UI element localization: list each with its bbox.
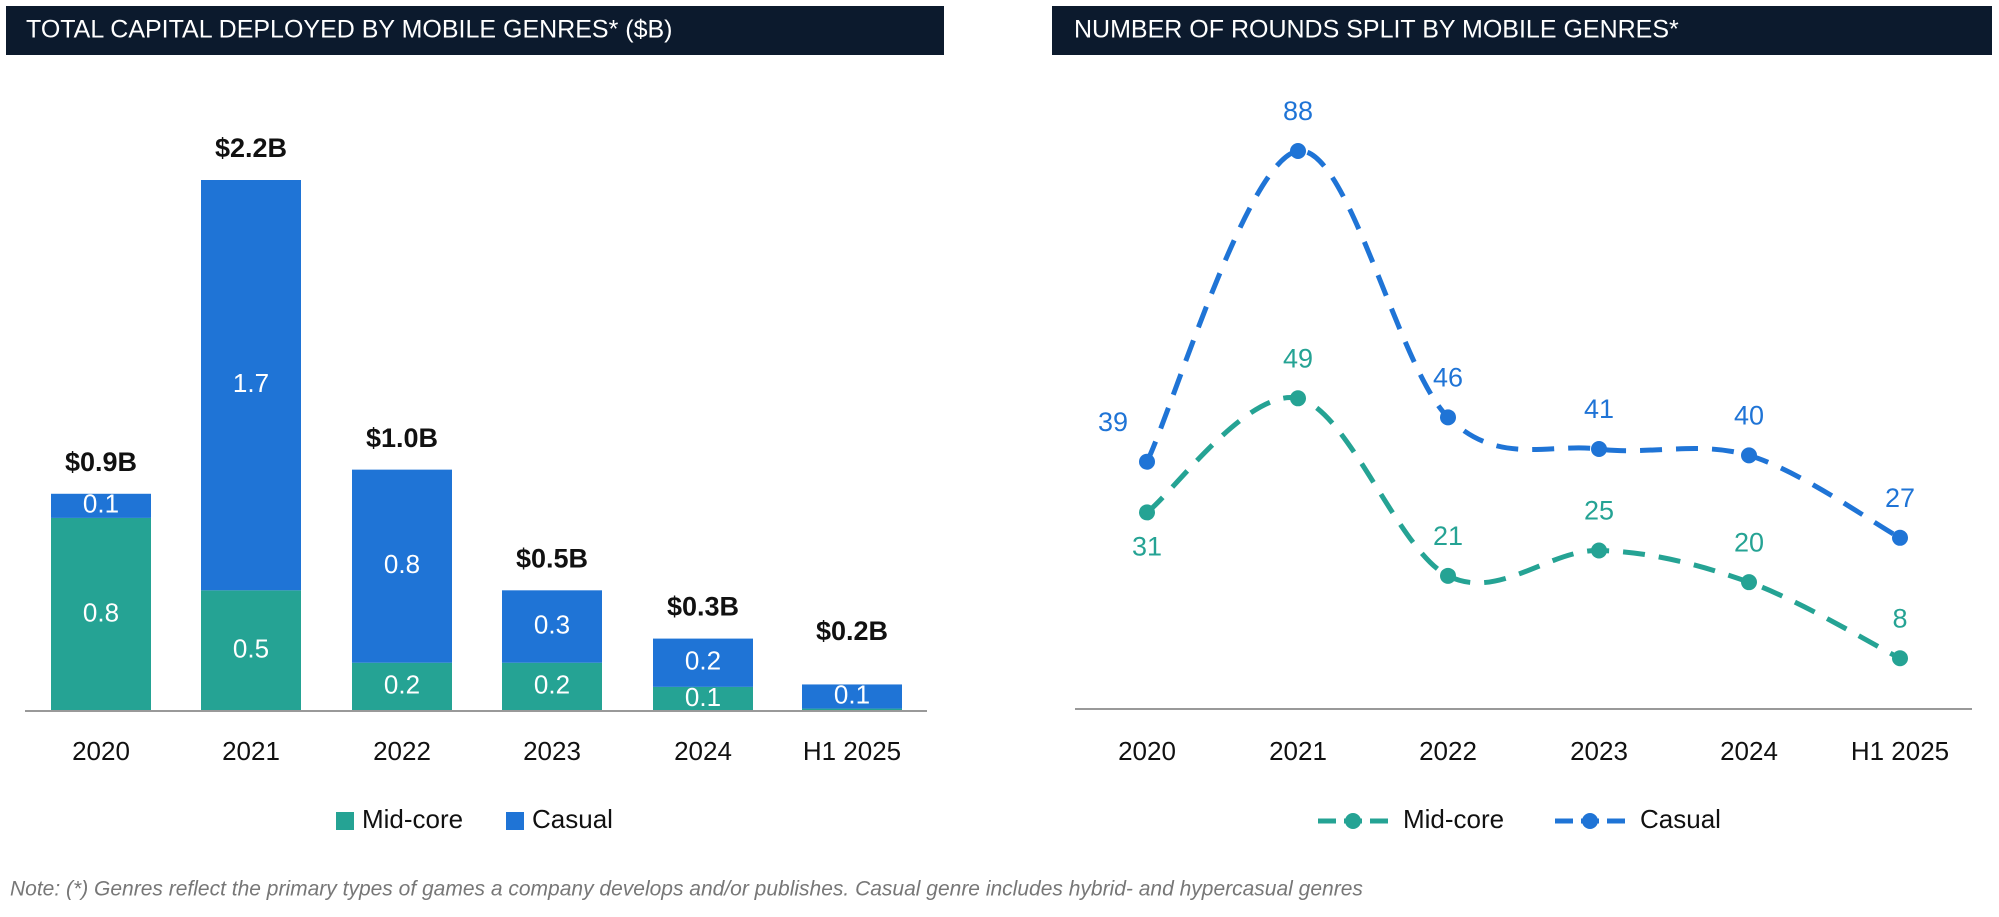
- data-label: 0.2: [534, 670, 570, 700]
- bar-segment: [352, 662, 452, 711]
- bar-segment: [51, 517, 151, 711]
- data-label: 49: [1283, 343, 1313, 373]
- data-label: 31: [1132, 532, 1162, 562]
- x-tick-label: 2022: [373, 736, 431, 766]
- chart-title: TOTAL CAPITAL DEPLOYED BY MOBILE GENRES*…: [26, 16, 672, 44]
- chart-title: NUMBER OF ROUNDS SPLIT BY MOBILE GENRES*: [1074, 16, 1679, 44]
- x-tick-label: 2020: [1118, 736, 1176, 766]
- marker: [1591, 542, 1607, 559]
- marker: [1290, 143, 1306, 159]
- legend-label: Casual: [532, 804, 613, 834]
- marker: [1440, 409, 1456, 426]
- x-tick-label: 2024: [674, 736, 732, 766]
- footnote: Note: (*) Genres reflect the primary typ…: [10, 878, 1363, 901]
- data-label: 39: [1098, 407, 1128, 437]
- marker: [1741, 447, 1757, 464]
- marker: [1290, 390, 1306, 407]
- header-bar: [6, 6, 944, 55]
- bar-segment: [201, 590, 301, 711]
- bar-segment: [802, 708, 902, 711]
- data-label: 21: [1433, 521, 1463, 551]
- x-tick-label: 2024: [1720, 736, 1778, 766]
- legend-marker: [1345, 813, 1361, 829]
- data-label: 40: [1734, 400, 1764, 430]
- x-tick-label: 2020: [72, 736, 130, 766]
- marker: [1139, 453, 1155, 470]
- data-label: 25: [1584, 496, 1614, 526]
- bar-segment: [653, 686, 753, 711]
- data-label: 88: [1283, 96, 1313, 126]
- x-tick-label: H1 2025: [1851, 736, 1949, 766]
- series-line: [1144, 148, 1902, 540]
- data-label: 0.1: [834, 679, 870, 709]
- bar-segment: [653, 638, 753, 687]
- bar-segment: [201, 180, 301, 591]
- marker: [1741, 574, 1757, 591]
- bar-segment: [352, 469, 452, 663]
- data-label: 0.1: [83, 489, 119, 519]
- data-label: 8: [1892, 603, 1907, 633]
- legend-label: Casual: [1640, 804, 1721, 834]
- x-tick-label: 2021: [222, 736, 280, 766]
- data-label: 20: [1734, 527, 1764, 557]
- data-label: 0.2: [685, 646, 721, 676]
- total-label: $2.2B: [215, 133, 287, 163]
- total-label: $0.3B: [667, 592, 739, 622]
- marker: [1892, 529, 1908, 546]
- data-label: 27: [1885, 483, 1915, 513]
- data-label: 41: [1584, 394, 1614, 424]
- x-tick-label: 2023: [523, 736, 581, 766]
- legend-swatch: [336, 812, 354, 830]
- series-line: [1145, 395, 1902, 661]
- legend-label: Mid-core: [362, 804, 463, 834]
- data-label: 0.8: [384, 549, 420, 579]
- total-label: $0.2B: [816, 616, 888, 646]
- marker: [1139, 504, 1155, 521]
- x-tick-label: 2021: [1269, 736, 1327, 766]
- x-tick-label: 2023: [1570, 736, 1628, 766]
- header-bar: [1052, 6, 1992, 55]
- legend-swatch: [506, 812, 524, 830]
- data-label: 0.2: [384, 670, 420, 700]
- legend-marker: [1582, 813, 1598, 829]
- legend-label: Mid-core: [1403, 804, 1504, 834]
- data-label: 0.5: [233, 634, 269, 664]
- data-label: 0.8: [83, 597, 119, 627]
- bar-segment: [802, 684, 902, 709]
- x-tick-label: 2022: [1419, 736, 1477, 766]
- marker: [1440, 567, 1456, 584]
- total-label: $0.9B: [65, 447, 137, 477]
- data-label: 1.7: [233, 368, 269, 398]
- total-label: $0.5B: [516, 543, 588, 573]
- data-label: 46: [1433, 362, 1463, 392]
- bar-segment: [51, 493, 151, 518]
- marker: [1892, 650, 1908, 667]
- bar-segment: [502, 662, 602, 711]
- x-tick-label: H1 2025: [803, 736, 901, 766]
- data-label: 0.3: [534, 609, 570, 639]
- total-label: $1.0B: [366, 423, 438, 453]
- marker: [1591, 441, 1607, 458]
- bar-segment: [502, 590, 602, 663]
